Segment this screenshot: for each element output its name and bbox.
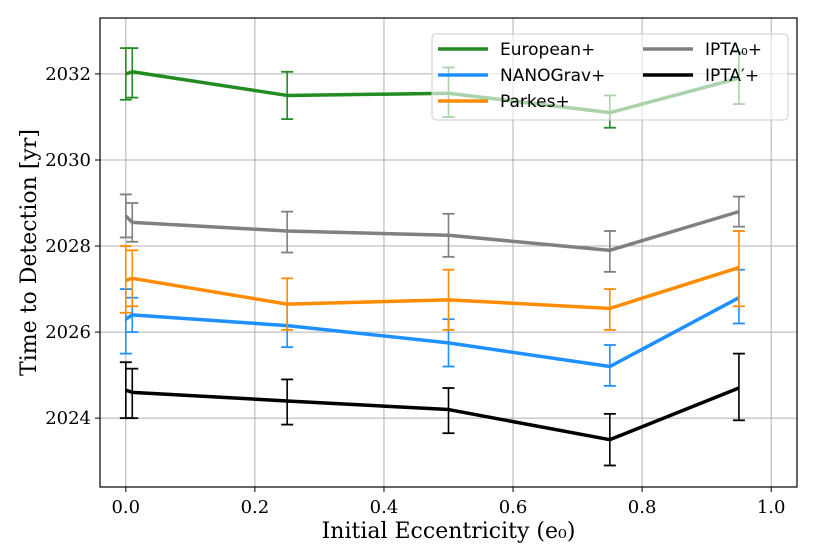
series-IPTA′+ (119, 352, 745, 467)
ticks: 0.0 0.2 0.4 0.6 0.8 1.0 2024 2026 2028 2030 2032 (45, 64, 785, 518)
x-tick-label: 1.0 (757, 497, 786, 518)
x-tick-label: 0.4 (370, 497, 399, 518)
series-line (125, 265, 740, 311)
legend-label: European+ (500, 40, 595, 60)
legend-label: Parkes+ (500, 92, 570, 112)
x-axis-label: Initial Eccentricity (e₀) (322, 519, 576, 544)
legend-label: IPTA′+ (705, 66, 759, 86)
legend-item: European+ (438, 40, 595, 60)
legend-box (431, 33, 789, 121)
legend-item: IPTA₀+ (643, 40, 762, 60)
series-line (124, 296, 740, 369)
y-tick-label: 2026 (45, 322, 91, 343)
series-line (124, 209, 740, 253)
legend-label: NANOGrav+ (500, 66, 605, 86)
x-tick-label: 0.6 (499, 497, 528, 518)
x-tick-label: 0.8 (628, 497, 657, 518)
legend-item: Parkes+ (438, 92, 570, 112)
series-line (125, 386, 740, 442)
x-tick-label: 0.0 (111, 497, 140, 518)
y-tick-label: 2030 (45, 150, 91, 171)
plot-frame (99, 17, 798, 488)
x-tick-label: 0.2 (241, 497, 270, 518)
series-IPTA₀+ (119, 193, 745, 273)
series-Parkes+ (119, 230, 745, 331)
y-tick-label: 2024 (45, 408, 91, 429)
legend-item: NANOGrav+ (438, 66, 605, 86)
y-axis-label: Time to Detection [yr] (17, 129, 42, 376)
y-tick-label: 2028 (45, 236, 91, 257)
legend-item: IPTA′+ (643, 66, 759, 86)
legend-label: IPTA₀+ (705, 40, 762, 60)
legend: European+ NANOGrav+ Parkes+ IPTA₀+ IPTA′+ (431, 33, 789, 121)
y-tick-label: 2032 (45, 64, 91, 85)
